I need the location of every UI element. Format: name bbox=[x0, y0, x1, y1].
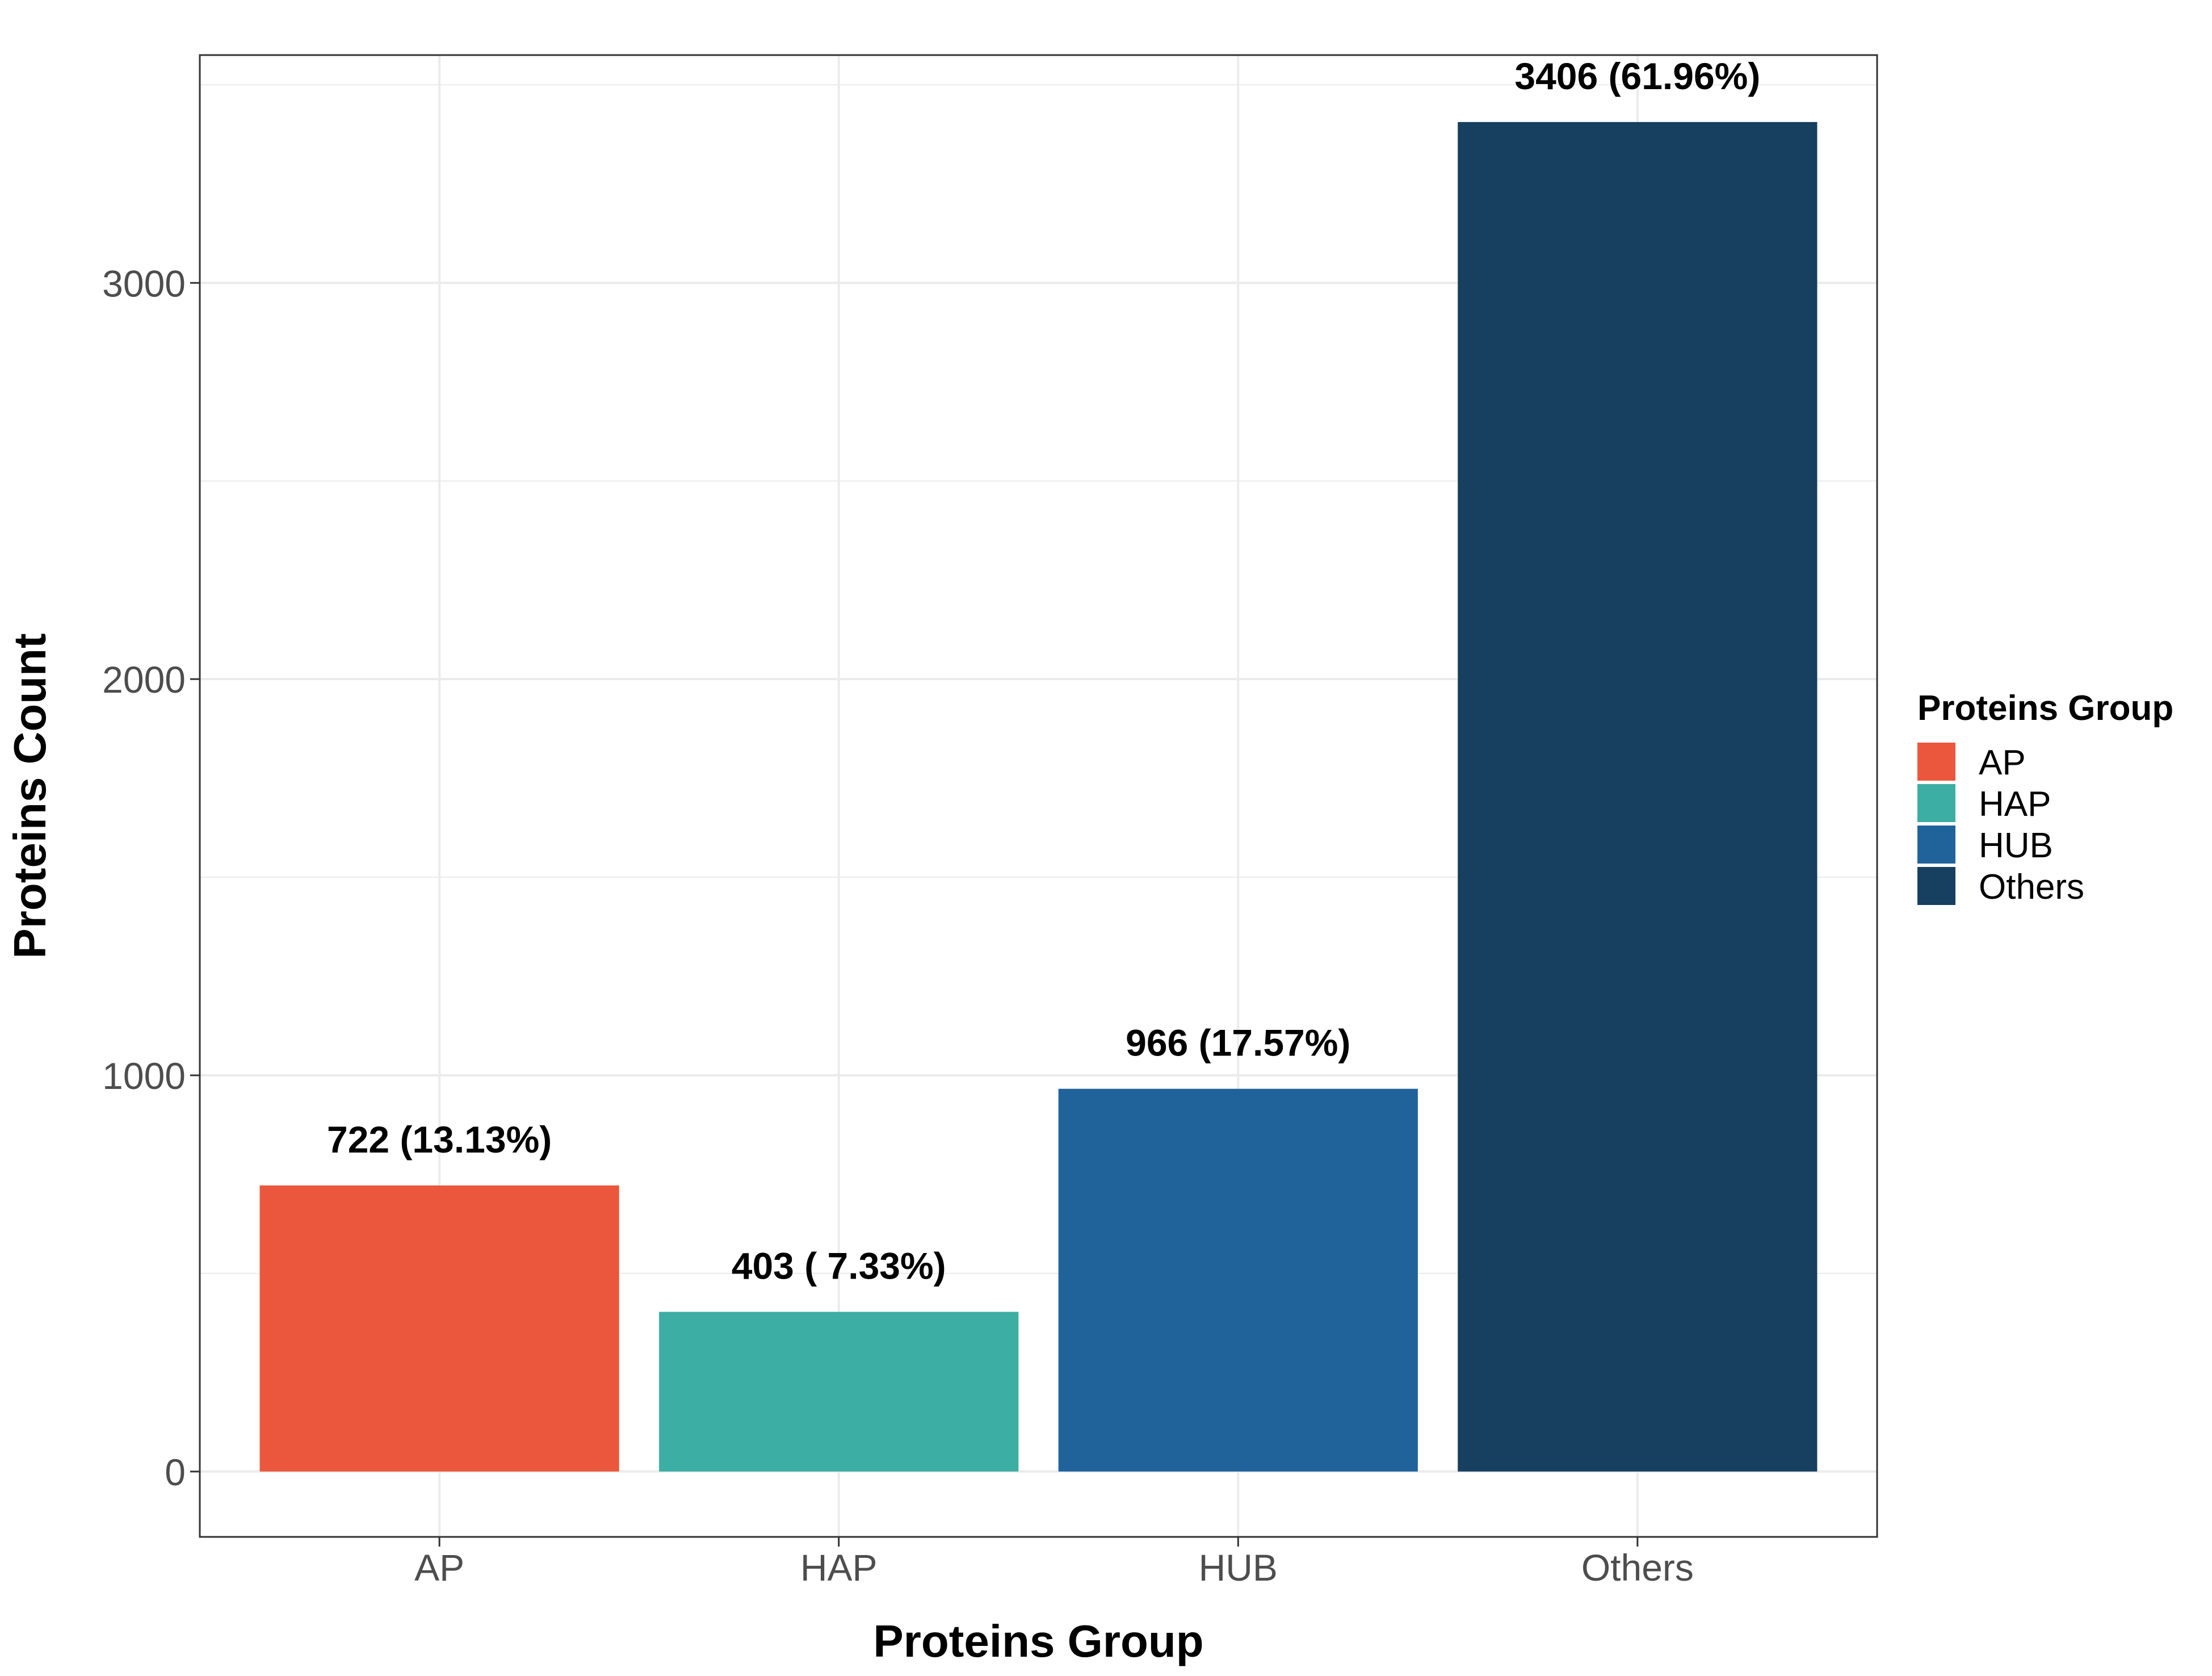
legend-label: HUB bbox=[1979, 826, 2053, 865]
legend-key-ap bbox=[1917, 743, 1955, 781]
x-axis: AP HAP HUB Others bbox=[414, 1537, 1694, 1589]
y-tick-label: 0 bbox=[165, 1451, 186, 1493]
legend-key-hub bbox=[1917, 826, 1955, 864]
bar-ap bbox=[259, 1185, 619, 1472]
y-tick-label: 1000 bbox=[102, 1055, 186, 1097]
bar-others bbox=[1458, 121, 1818, 1472]
data-label: 3406 (61.96%) bbox=[1514, 55, 1760, 97]
x-tick-label: HAP bbox=[800, 1547, 878, 1589]
plot-panel-border bbox=[199, 54, 1878, 1538]
data-label: 966 (17.57%) bbox=[1126, 1022, 1350, 1064]
bars bbox=[259, 121, 1818, 1472]
y-axis: 0 1000 2000 3000 bbox=[102, 262, 200, 1493]
legend-label: HAP bbox=[1979, 785, 2051, 824]
y-tick-label: 2000 bbox=[102, 659, 186, 701]
legend-label: AP bbox=[1979, 743, 2026, 782]
data-label: 722 (13.13%) bbox=[327, 1118, 552, 1160]
data-labels: 722 (13.13%) 403 ( 7.33%) 966 (17.57%) 3406… bbox=[327, 55, 1760, 1287]
legend-key-others bbox=[1917, 867, 1955, 905]
data-label: 403 ( 7.33%) bbox=[732, 1245, 946, 1287]
x-tick-label: HUB bbox=[1199, 1547, 1278, 1589]
y-tick-label: 3000 bbox=[102, 262, 186, 304]
legend-title: Proteins Group bbox=[1917, 689, 2173, 728]
x-tick-label: Others bbox=[1581, 1547, 1694, 1589]
y-axis-title: Proteins Count bbox=[5, 633, 55, 958]
bar-hap bbox=[659, 1312, 1019, 1472]
legend-label: Others bbox=[1979, 868, 2084, 907]
x-tick-label: AP bbox=[414, 1547, 464, 1589]
bar-hub bbox=[1058, 1088, 1418, 1472]
x-axis-title: Proteins Group bbox=[873, 1616, 1203, 1666]
legend-key-hap bbox=[1917, 784, 1955, 822]
